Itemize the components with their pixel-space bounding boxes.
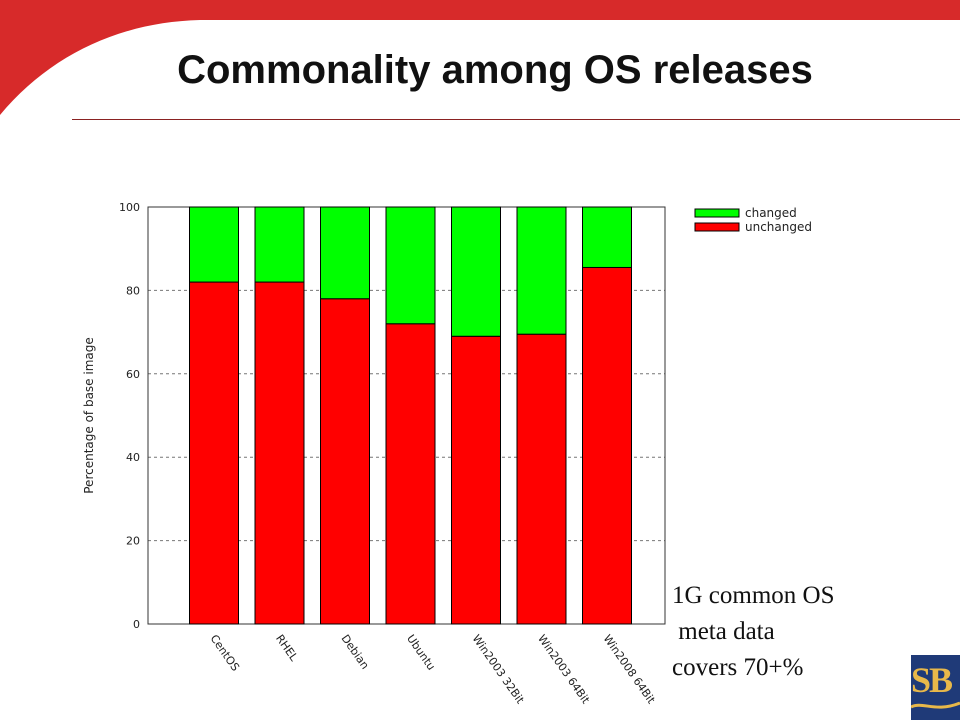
note-text: 1G common OS meta data covers 70+% bbox=[672, 578, 892, 686]
x-tick-label: Debian bbox=[339, 632, 372, 671]
bar-changed bbox=[385, 206, 436, 325]
bar-unchanged bbox=[582, 266, 632, 625]
x-tick-label: Win2003 64Bit bbox=[535, 632, 593, 706]
y-tick-label: 0 bbox=[133, 618, 140, 631]
bar-unchanged bbox=[189, 281, 239, 625]
x-tick-label: Ubuntu bbox=[404, 632, 438, 672]
bar-unchanged bbox=[451, 335, 501, 625]
bar-unchanged bbox=[385, 323, 436, 625]
legend-label-changed: changed bbox=[745, 206, 797, 220]
bar-unchanged bbox=[254, 281, 305, 625]
bar-changed bbox=[189, 206, 239, 283]
bar-changed bbox=[451, 206, 501, 337]
y-tick-label: 60 bbox=[126, 368, 140, 381]
y-axis-label: Percentage of base image bbox=[82, 337, 96, 494]
note-line-2: meta data bbox=[672, 618, 775, 645]
y-tick-label: 80 bbox=[126, 284, 140, 297]
bar-unchanged bbox=[320, 298, 370, 625]
logo-text: SB bbox=[911, 660, 953, 700]
header-band bbox=[0, 0, 960, 115]
slide-title: Commonality among OS releases bbox=[177, 48, 813, 92]
legend-label-unchanged: unchanged bbox=[745, 220, 812, 234]
university-logo: SB bbox=[911, 655, 960, 720]
y-tick-label: 100 bbox=[119, 201, 140, 214]
bar-changed bbox=[516, 206, 567, 335]
bar-changed bbox=[254, 206, 305, 283]
y-tick-label: 20 bbox=[126, 535, 140, 548]
bar-changed bbox=[320, 206, 370, 300]
x-tick-label: CentOS bbox=[208, 632, 242, 673]
legend-swatch-changed bbox=[694, 208, 740, 218]
x-tick-label: Win2003 32Bit bbox=[470, 632, 528, 706]
logo-wave-icon bbox=[911, 701, 960, 709]
note-line-1: 1G common OS bbox=[672, 582, 835, 609]
bar-changed bbox=[582, 206, 632, 268]
x-tick-label: RHEL bbox=[273, 632, 301, 664]
note-line-3: covers 70+% bbox=[672, 654, 804, 681]
title-divider bbox=[72, 119, 960, 120]
legend-swatch-unchanged bbox=[694, 222, 740, 232]
bar-unchanged bbox=[516, 333, 567, 625]
y-tick-label: 40 bbox=[126, 451, 140, 464]
x-tick-label: Win2008 64Bit bbox=[601, 632, 659, 706]
